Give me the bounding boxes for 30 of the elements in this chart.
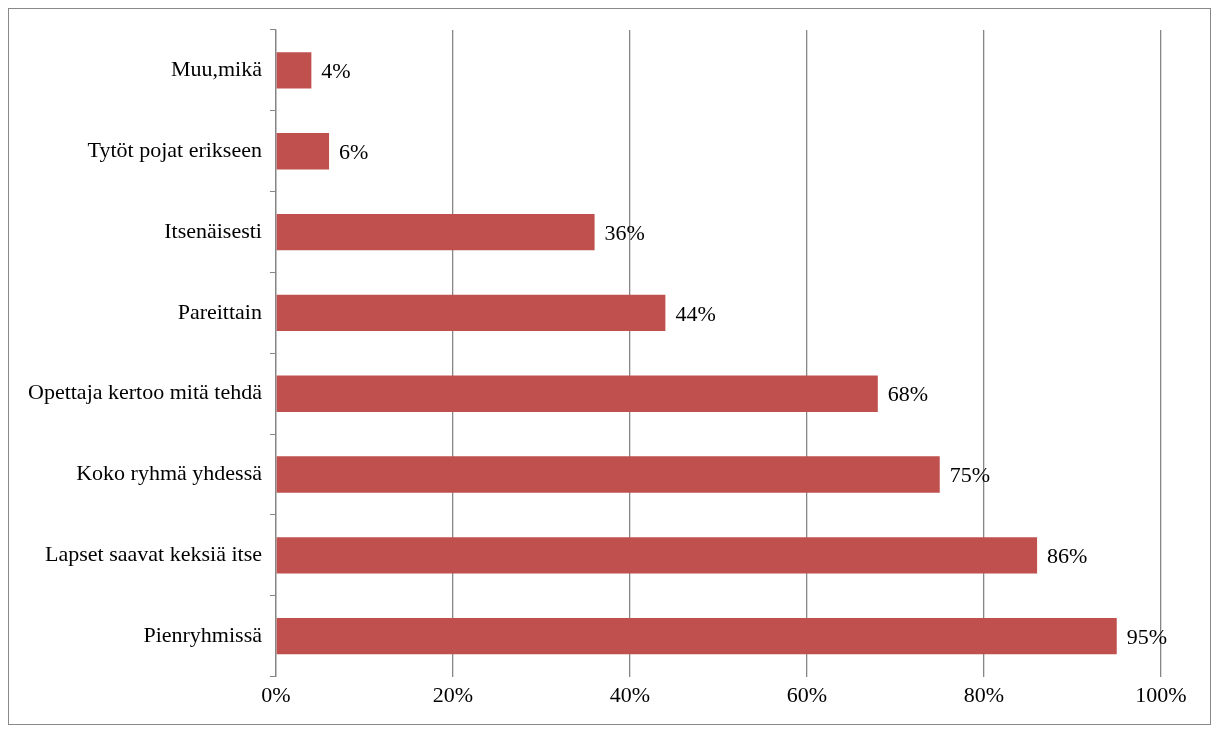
y-tick-label: Itsenäisesti: [164, 217, 262, 243]
x-tick-label: 40%: [609, 681, 651, 707]
data-label: 4%: [321, 58, 351, 84]
bar: [276, 294, 666, 332]
y-tick-label: Lapset saavat keksiä itse: [45, 541, 262, 567]
x-tick-label: 60%: [786, 681, 828, 707]
bar: [276, 537, 1038, 574]
y-tick-label: Muu,mikä: [170, 56, 263, 82]
bar: [276, 213, 595, 251]
x-tick-label: 0%: [261, 681, 291, 707]
x-tick-label: 80%: [963, 681, 1005, 707]
y-tick-label: Tytöt pojat erikseen: [87, 137, 262, 163]
data-label: 6%: [339, 139, 369, 165]
bar: [276, 52, 312, 89]
y-tick-label: Pienryhmissä: [143, 621, 263, 647]
x-tick-label: 20%: [432, 681, 474, 707]
data-label: 36%: [604, 219, 645, 245]
data-label: 75%: [949, 462, 991, 488]
bar: [276, 618, 1117, 655]
bar: [276, 133, 330, 170]
bar: [276, 375, 878, 412]
y-tick-label: Koko ryhmä yhdessä: [76, 460, 263, 486]
data-label: 68%: [887, 381, 929, 407]
data-label: 86%: [1047, 543, 1088, 569]
data-label: 95%: [1126, 623, 1168, 649]
y-tick-label: Opettaja kertoo mitä tehdä: [28, 379, 263, 405]
y-tick-label: Pareittain: [177, 298, 262, 324]
bar: [276, 456, 940, 493]
data-label: 44%: [675, 300, 716, 326]
x-tick-label: 100%: [1135, 681, 1187, 707]
